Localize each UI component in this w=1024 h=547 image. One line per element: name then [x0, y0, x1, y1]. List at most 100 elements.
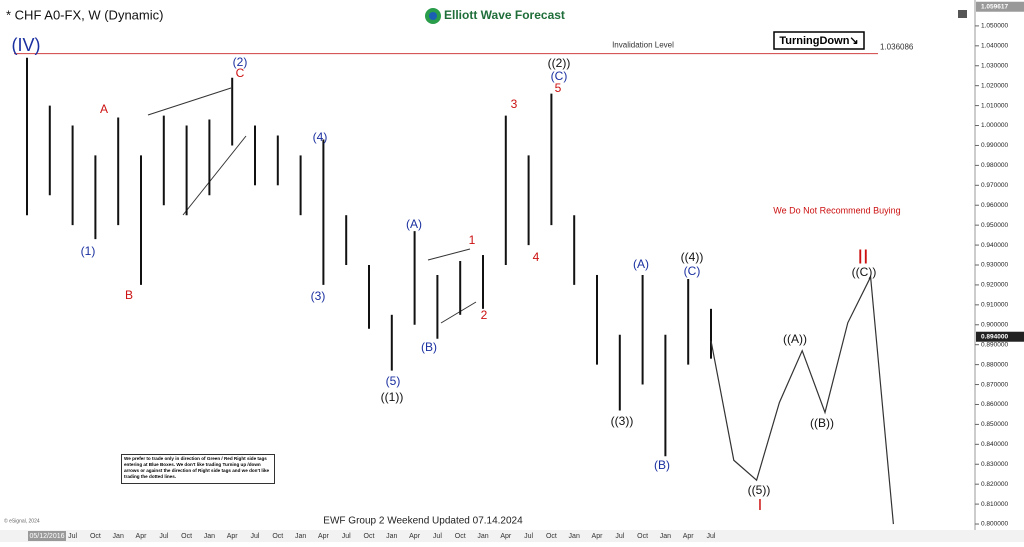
x-tick-label: Jul	[524, 533, 533, 540]
x-tick-label: Apr	[409, 533, 421, 540]
y-tick-label: 1.050000	[981, 23, 1008, 30]
wedge-line	[427, 248, 471, 261]
x-tick-label: Apr	[227, 533, 239, 540]
wave-label: (1)	[81, 244, 96, 258]
y-tick-label: 0.850000	[981, 421, 1008, 428]
y-tick-label: 1.000000	[981, 122, 1008, 129]
wave-label: 4	[533, 250, 540, 264]
x-tick-label: Oct	[272, 533, 283, 540]
note-box: We prefer to trade only in direction of …	[121, 454, 275, 484]
y-tick-label: 0.970000	[981, 182, 1008, 189]
wave-label: (A)	[633, 257, 649, 271]
wave-label: ((1))	[381, 390, 404, 404]
x-tick-label: Jan	[113, 533, 124, 540]
x-tick-label: Jan	[386, 533, 397, 540]
y-tick-label: 0.820000	[981, 481, 1008, 488]
x-tick-label: Jul	[615, 533, 624, 540]
y-tick-label: 0.890000	[981, 341, 1008, 348]
wave-label: (C)	[551, 69, 568, 83]
wave-label: I	[758, 497, 762, 514]
copyright: © eSignal, 2024	[4, 517, 40, 524]
y-tick-label: 0.810000	[981, 501, 1008, 508]
y-tick-label: 1.030000	[981, 62, 1008, 69]
top-price: 1.059617	[981, 3, 1008, 10]
wave-label: ((A))	[783, 332, 807, 346]
x-tick-label: Apr	[500, 533, 512, 540]
wave-label: A	[100, 102, 108, 116]
wave-label: ((5))	[748, 483, 771, 497]
x-tick-label: Jan	[660, 533, 671, 540]
brand: Elliott Wave Forecast	[444, 8, 565, 22]
last-price: 0.894000	[981, 333, 1008, 340]
y-tick-label: 0.980000	[981, 162, 1008, 169]
x-tick-label: Apr	[592, 533, 604, 540]
date-label: 05/12/2016	[29, 533, 64, 540]
x-tick-label: Oct	[455, 533, 466, 540]
wave-label: ((B))	[810, 416, 834, 430]
y-tick-label: 0.880000	[981, 361, 1008, 368]
y-tick-label: 0.940000	[981, 242, 1008, 249]
x-tick-label: Jul	[159, 533, 168, 540]
x-tick-label: Jan	[204, 533, 215, 540]
x-tick-label: Jan	[477, 533, 488, 540]
wave-label: ((C))	[852, 265, 877, 279]
menu-button[interactable]	[958, 10, 967, 18]
wave-label: B	[125, 288, 133, 302]
wedge-line	[182, 135, 247, 216]
wave-label: 2	[481, 308, 488, 322]
x-tick-label: Apr	[683, 533, 695, 540]
y-tick-label: 0.840000	[981, 441, 1008, 448]
y-tick-label: 1.040000	[981, 43, 1008, 50]
wave-label: 3	[511, 97, 518, 111]
y-tick-label: 0.920000	[981, 282, 1008, 289]
wave-label: ((3))	[611, 414, 634, 428]
y-tick-label: 0.910000	[981, 302, 1008, 309]
brand-logo-inner	[429, 12, 437, 20]
x-tick-label: Apr	[136, 533, 148, 540]
y-tick-label: 0.960000	[981, 202, 1008, 209]
x-tick-label: Oct	[90, 533, 101, 540]
x-tick-label: Jul	[433, 533, 442, 540]
wedge-line	[440, 301, 477, 324]
y-tick-label: 0.800000	[981, 521, 1008, 528]
wave-label: (3)	[311, 289, 326, 303]
wave-label: 5	[555, 81, 562, 95]
wave-label: II	[857, 246, 868, 268]
y-tick-label: 0.860000	[981, 401, 1008, 408]
chart-title: * CHF A0-FX, W (Dynamic)	[6, 7, 163, 22]
y-tick-label: 0.830000	[981, 461, 1008, 468]
x-tick-label: Oct	[364, 533, 375, 540]
y-tick-label: 1.010000	[981, 102, 1008, 109]
wave-label: ((4))	[681, 250, 704, 264]
wave-label: (IV)	[12, 35, 41, 55]
wave-label: (4)	[313, 130, 328, 144]
x-tick-label: Apr	[318, 533, 330, 540]
projection-line	[710, 274, 894, 525]
x-tick-label: Oct	[546, 533, 557, 540]
wave-label: (2)	[233, 55, 248, 69]
x-tick-label: Jul	[68, 533, 77, 540]
signal-box	[773, 31, 865, 50]
wedge-line	[147, 87, 232, 116]
invalidation-value: 1.036086	[880, 43, 914, 52]
y-tick-label: 0.990000	[981, 142, 1008, 149]
y-tick-label: 0.900000	[981, 321, 1008, 328]
wave-label: (B)	[421, 340, 437, 354]
x-tick-label: Jul	[251, 533, 260, 540]
wave-label: (B)	[654, 458, 670, 472]
wave-label: (C)	[684, 264, 701, 278]
wave-label: C	[236, 66, 245, 80]
x-tick-label: Oct	[637, 533, 648, 540]
wave-label: (5)	[386, 374, 401, 388]
invalidation-label: Invalidation Level	[612, 41, 674, 50]
top-price-box	[976, 1, 1024, 12]
y-tick-label: 0.870000	[981, 381, 1008, 388]
date-box	[28, 531, 66, 541]
y-tick-label: 1.020000	[981, 82, 1008, 89]
x-tick-label: Jul	[707, 533, 716, 540]
x-axis-band	[0, 530, 1024, 542]
signal-tag: TurningDown↘	[779, 35, 858, 47]
